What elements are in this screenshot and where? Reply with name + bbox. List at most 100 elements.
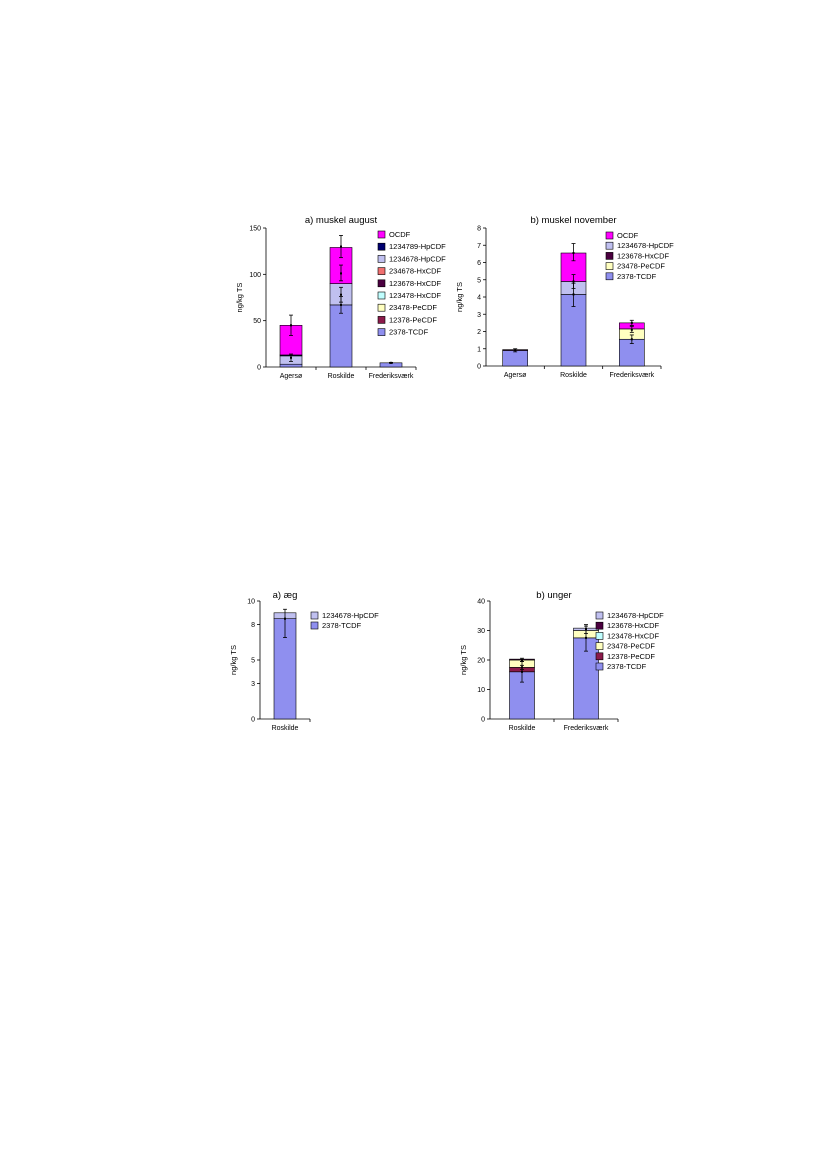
chart-title: b) unger [536, 590, 571, 601]
error-marker [290, 356, 292, 359]
error-marker [390, 361, 392, 364]
legend-swatch [595, 632, 604, 640]
y-tick-label: 3 [477, 312, 481, 319]
chart-title: a) muskel august [305, 215, 378, 226]
x-tick-label: Agersø [504, 372, 527, 379]
legend-label: 12378-PeCDF [607, 652, 655, 661]
y-tick-label: 0 [257, 365, 261, 372]
error-marker [340, 293, 342, 296]
error-marker [630, 338, 633, 341]
bar-segment [329, 304, 353, 368]
error-marker [340, 272, 342, 275]
chart-svg: a) æg ng/kg TS 0 3 5 8 10 Roskilde 1234678-HpCDF… [229, 590, 379, 732]
legend-swatch [377, 230, 386, 239]
chart-aeg: a) æg ng/kg TS 0 3 5 8 10 Roskilde 1234678-HpCDF… [226, 585, 426, 735]
error-marker [521, 670, 523, 673]
y-axis-label: ng/kg TS [229, 645, 238, 675]
legend-swatch [605, 262, 614, 270]
legend-label: 123478-HxCDF [607, 631, 660, 640]
y-tick-label: 5 [477, 277, 481, 284]
legend-swatch [377, 255, 386, 263]
legend-swatch [377, 267, 386, 275]
error-marker [630, 321, 633, 324]
error-marker [572, 280, 575, 283]
y-axis-label: ng/kg TS [235, 283, 244, 313]
legend-label: 234678-HxCDF [389, 267, 442, 276]
legend-label: 2378-TCDF [607, 662, 647, 671]
error-marker [572, 293, 575, 296]
chart-muskel-november: b) muskel november ng/kg TS 0 1 2 3 4 5 6 7 8 Agers… [455, 208, 716, 383]
chart-title: a) æg [273, 590, 298, 601]
chart-muskel-august: a) muskel august ng/kg TS 0 50 100 150 Agersø R… [226, 208, 456, 383]
legend-label: 23478-PeCDF [617, 262, 665, 271]
legend-label: 1234678-HpCDF [607, 611, 664, 620]
legend-swatch [605, 252, 614, 260]
y-tick-label: 10 [247, 599, 255, 606]
legend-swatch [595, 621, 604, 630]
legend-label: 2378-TCDF [389, 328, 429, 337]
legend-label: 123478-HxCDF [389, 291, 442, 300]
error-marker [514, 349, 517, 352]
chart-svg: a) muskel august ng/kg TS 0 50 100 150 Agersø R… [235, 215, 446, 380]
x-tick-label: Roskilde [272, 725, 299, 732]
legend-label: 23478-PeCDF [389, 303, 437, 312]
x-tick-label: Frederiksværk [369, 373, 414, 380]
x-tick-label: Agersø [280, 373, 303, 380]
bar-segment [279, 363, 303, 368]
y-tick-label: 40 [477, 599, 485, 606]
bar-segment [502, 350, 528, 367]
error-marker [290, 324, 292, 327]
x-tick-label: Frederiksværk [609, 372, 654, 379]
legend-swatch [605, 231, 614, 240]
legend-label: 123678-HxCDF [389, 279, 442, 288]
error-marker [340, 303, 342, 306]
y-tick-label: 100 [249, 272, 261, 279]
legend-swatch [310, 621, 319, 630]
y-tick-label: 8 [251, 622, 255, 629]
legend-swatch [377, 242, 386, 251]
legend-label: 1234678-HpCDF [389, 254, 446, 263]
y-tick-label: 4 [477, 295, 481, 302]
x-tick-label: Roskilde [560, 372, 587, 379]
chart-unger: b) unger ng/kg TS 0 10 20 30 40 Roskilde Frederi… [456, 585, 716, 735]
error-marker [284, 617, 286, 620]
y-tick-label: 10 [477, 687, 485, 694]
y-tick-label: 20 [477, 658, 485, 665]
y-tick-label: 6 [477, 260, 481, 267]
y-tick-label: 2 [477, 329, 481, 336]
legend-swatch [595, 642, 604, 650]
legend-swatch [377, 316, 386, 324]
legend-label: 1234789-HpCDF [389, 242, 446, 251]
error-marker [630, 328, 633, 331]
x-tick-label: Roskilde [509, 725, 536, 732]
chart-svg: b) muskel november ng/kg TS 0 1 2 3 4 5 6 7 8 Agers… [455, 215, 674, 379]
y-tick-label: 7 [477, 243, 481, 250]
legend-label: 12378-PeCDF [389, 315, 437, 324]
legend-label: 1234678-HpCDF [617, 241, 674, 250]
legend-label: OCDF [389, 230, 411, 239]
chart-title: b) muskel november [530, 215, 616, 226]
legend-label: 123678-HxCDF [617, 251, 670, 260]
x-tick-label: Roskilde [328, 373, 355, 380]
legend-label: 2378-TCDF [322, 621, 362, 630]
legend-swatch [595, 662, 604, 671]
legend-swatch [310, 611, 319, 620]
y-tick-label: 0 [251, 717, 255, 724]
y-tick-label: 50 [253, 318, 261, 325]
y-tick-label: 0 [477, 364, 481, 371]
y-tick-label: 0 [481, 717, 485, 724]
legend-swatch [605, 272, 614, 281]
error-marker [585, 636, 587, 639]
x-tick-label: Frederiksværk [564, 725, 609, 732]
y-tick-label: 5 [251, 658, 255, 665]
legend-swatch [377, 303, 386, 312]
error-marker [521, 659, 523, 661]
y-axis-label: ng/kg TS [455, 282, 464, 312]
y-tick-label: 8 [477, 226, 481, 233]
legend-label: 2378-TCDF [617, 272, 657, 281]
legend-label: OCDF [617, 231, 639, 240]
error-marker [340, 245, 342, 248]
legend-label: 23478-PeCDF [607, 642, 655, 651]
legend-swatch [377, 291, 386, 300]
y-tick-label: 1 [477, 346, 481, 353]
